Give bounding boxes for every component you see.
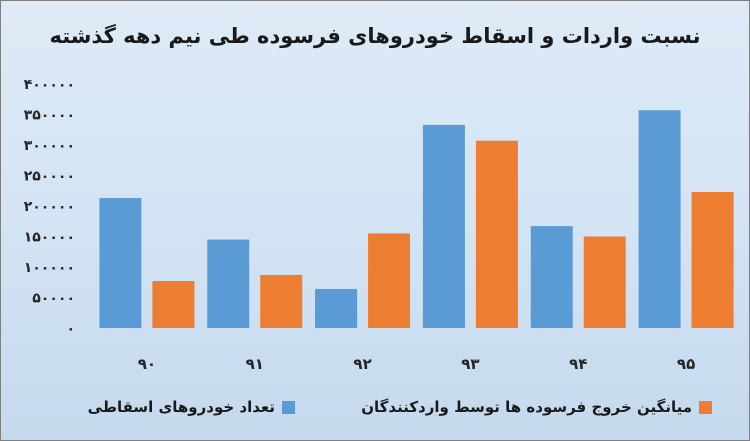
y-tick-label: ۱۵۰۰۰۰: [24, 230, 75, 246]
x-tick-label: ۹۰: [138, 355, 156, 373]
y-tick-label: ۰: [66, 321, 75, 337]
bars: [99, 110, 734, 329]
y-tick-label: ۳۰۰۰۰۰: [24, 138, 75, 154]
x-tick-label: ۹۴: [569, 355, 587, 373]
bar-series-2-3: [475, 140, 518, 328]
bar-series-2-1: [260, 274, 303, 328]
bar-series-2-2: [368, 233, 411, 328]
y-axis: ۰ ۵۰۰۰۰ ۱۰۰۰۰۰ ۱۵۰۰۰۰ ۲۰۰۰۰۰ ۲۵۰۰۰۰ ۳۰۰۰۰۰ ۳۵۰۰…: [24, 77, 75, 337]
x-tick-label: ۹۲: [353, 355, 371, 373]
x-tick-label: ۹۳: [461, 355, 479, 373]
legend-swatch-series-2: [699, 400, 712, 414]
y-tick-label: ۲۵۰۰۰۰: [24, 169, 75, 185]
legend-label-series-1: تعداد خودروهای اسقاطی: [87, 398, 275, 416]
chart-title: نسبت واردات و اسقاط خودروهای فرسوده طی ن…: [49, 24, 701, 48]
y-tick-label: ۴۰۰۰۰۰: [24, 77, 75, 93]
legend-label-series-2: میانگین خروج فرسوده ها توسط واردکنندگان: [361, 398, 692, 416]
legend-item-series-1: تعداد خودروهای اسقاطی: [88, 398, 295, 416]
bar-series-1-2: [315, 288, 358, 328]
bar-series-2-5: [691, 191, 734, 328]
y-tick-label: ۳۵۰۰۰۰: [24, 108, 75, 124]
x-tick-label: ۹۵: [677, 355, 695, 373]
bar-series-2-0: [152, 281, 195, 328]
bar-series-1-4: [530, 226, 573, 328]
bar-series-1-3: [422, 124, 465, 329]
x-axis: ۹۰ ۹۱ ۹۲ ۹۳ ۹۴ ۹۵: [138, 355, 695, 373]
x-tick-label: ۹۱: [246, 355, 264, 373]
legend-swatch-series-1: [282, 400, 295, 414]
bar-series-2-4: [583, 236, 626, 328]
legend: تعداد خودروهای اسقاطی میانگین خروج فرسود…: [0, 398, 750, 428]
y-tick-label: ۱۰۰۰۰۰: [24, 260, 75, 276]
bar-series-1-5: [638, 110, 681, 328]
bar-series-1-1: [207, 239, 250, 328]
y-tick-label: ۲۰۰۰۰۰: [24, 199, 75, 215]
y-tick-label: ۵۰۰۰۰: [32, 291, 75, 307]
bar-series-1-0: [99, 198, 142, 328]
legend-item-series-2: میانگین خروج فرسوده ها توسط واردکنندگان: [361, 398, 712, 416]
